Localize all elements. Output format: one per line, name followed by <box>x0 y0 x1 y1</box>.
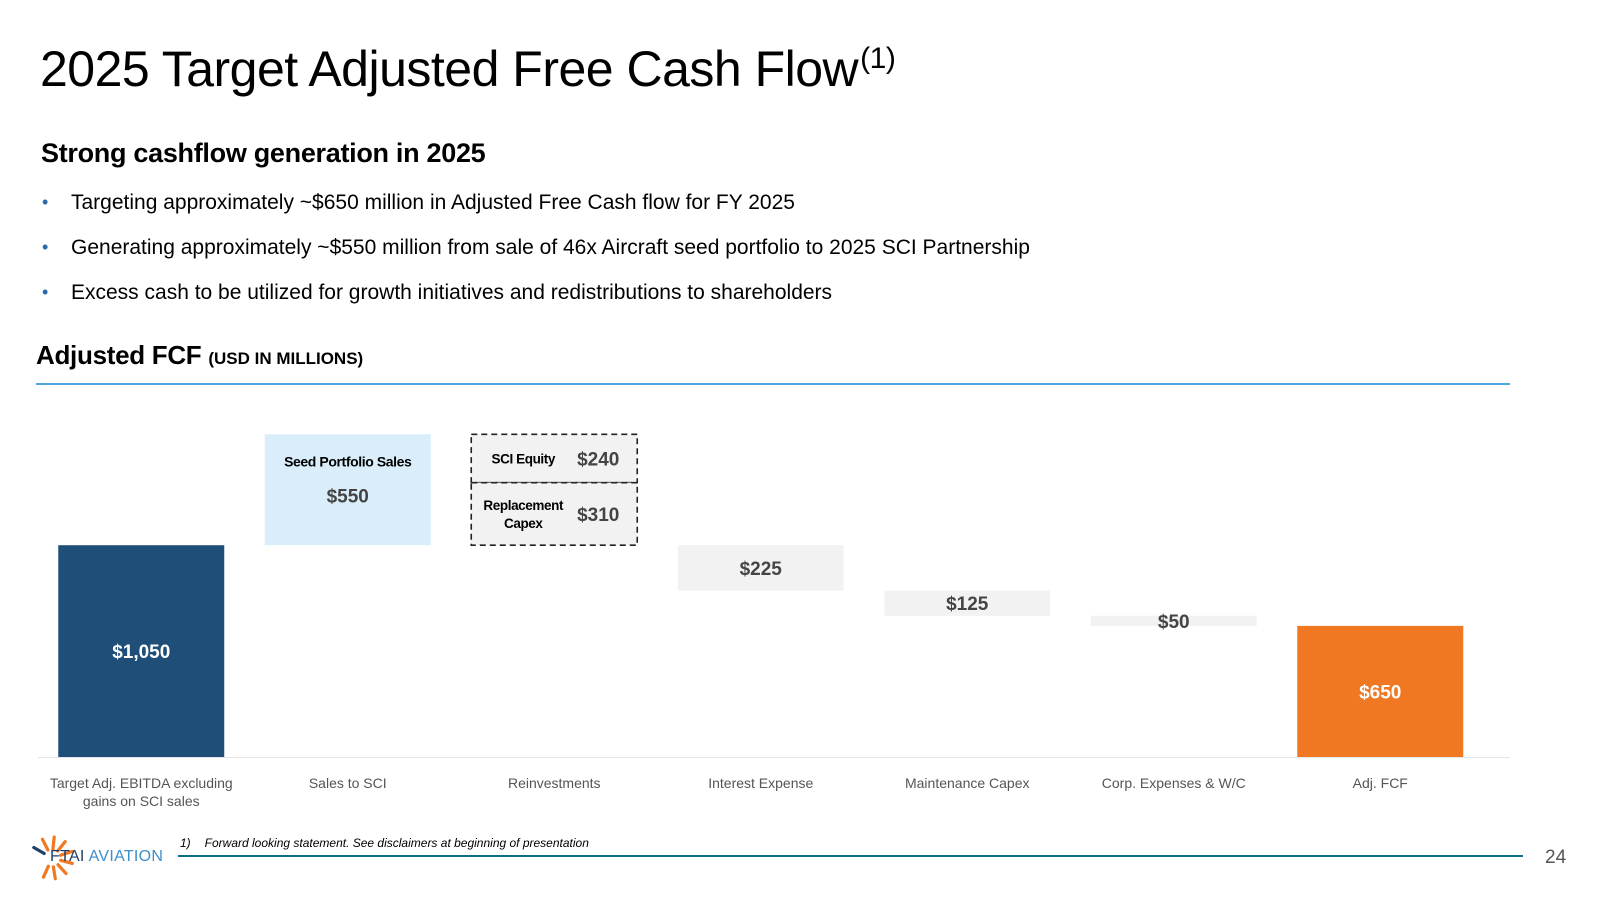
logo-ray <box>41 864 50 879</box>
waterfall-bar <box>264 434 431 546</box>
waterfall-bar <box>1090 615 1257 626</box>
title-footnote-marker: (1) <box>860 42 896 75</box>
waterfall-component-bar <box>470 433 639 484</box>
category-label: Sales to SCI <box>309 775 387 791</box>
chart-section-title: Adjusted FCF (USD IN MILLIONS) <box>36 340 363 371</box>
logo-wordmark: FTAI AVIATION <box>50 848 163 866</box>
logo-sub: AVIATION <box>88 848 164 865</box>
component-label: Replacement <box>483 498 564 513</box>
bullet-dot-icon: • <box>42 192 49 212</box>
page-number: 24 <box>1545 847 1567 868</box>
bar-note-label: Seed Portfolio Sales <box>284 453 412 469</box>
component-label: Capex <box>504 516 543 531</box>
section-divider <box>36 383 1510 385</box>
category-label: Corp. Expenses & W/C <box>1102 775 1246 791</box>
logo-ray <box>51 835 56 851</box>
waterfall-bar <box>884 590 1051 616</box>
category-label: Target Adj. EBITDA excluding <box>50 775 233 791</box>
waterfall-bar <box>677 545 844 591</box>
category-label: Interest Expense <box>708 775 813 791</box>
footnote: 1) Forward looking statement. See disclai… <box>180 836 589 850</box>
category-label: Reinvestments <box>508 775 601 791</box>
logo-ray <box>58 849 74 857</box>
waterfall-bar <box>58 545 225 757</box>
bullet-text: Generating approximately ~$550 million f… <box>71 236 1030 259</box>
bar-value-label: $650 <box>1359 682 1401 703</box>
logo-ray <box>32 845 46 856</box>
chart-section-title-text: Adjusted FCF <box>36 340 202 370</box>
logo-ray <box>56 863 68 876</box>
category-label: Maintenance Capex <box>905 775 1030 791</box>
bullet-text: Excess cash to be utilized for growth in… <box>71 281 833 304</box>
logo-ray <box>40 837 50 852</box>
bullet-dot-icon: • <box>42 237 49 257</box>
ftai-logo-icon <box>32 835 74 881</box>
footnote-number: 1) <box>180 836 191 850</box>
waterfall-component-bar <box>470 481 639 547</box>
bar-value-label: $125 <box>946 594 989 615</box>
logo-ray <box>56 840 67 853</box>
category-label: Adj. FCF <box>1353 775 1408 791</box>
waterfall-bar <box>1297 625 1464 757</box>
waterfall-chart: $1,050 Target Adj. EBITDA excluding gains … <box>38 433 1510 809</box>
page-title-text: 2025 Target Adjusted Free Cash Flow <box>40 41 859 97</box>
bar-value-label: $550 <box>327 486 369 507</box>
bullet-item: • Generating approximately ~$550 million … <box>40 235 1030 280</box>
footer-divider <box>178 855 1523 857</box>
subtitle: Strong cashflow generation in 2025 <box>41 138 486 168</box>
component-value-label: $240 <box>577 449 619 470</box>
bullet-dot-icon: • <box>42 282 49 302</box>
logo-ray <box>59 858 74 866</box>
bullet-item: • Excess cash to be utilized for growth i… <box>40 280 1030 325</box>
component-value-label: $310 <box>577 505 619 526</box>
bullet-text: Targeting approximately ~$650 million in… <box>71 191 795 214</box>
bar-value-label: $225 <box>740 559 783 580</box>
page-title: 2025 Target Adjusted Free Cash Flow(1) <box>40 41 896 97</box>
chart-unit-label: (USD IN MILLIONS) <box>208 349 364 368</box>
category-label: gains on SCI sales <box>83 793 200 809</box>
footnote-text: Forward looking statement. See disclaime… <box>204 836 589 850</box>
bar-value-label: $1,050 <box>112 642 170 663</box>
bullet-list: • Targeting approximately ~$650 million i… <box>40 190 1030 325</box>
logo-ray <box>51 865 57 881</box>
logo-brand: FTAI <box>50 848 85 865</box>
bar-value-label: $50 <box>1158 612 1190 633</box>
component-label: SCI Equity <box>491 451 555 466</box>
bullet-item: • Targeting approximately ~$650 million i… <box>40 190 1030 235</box>
